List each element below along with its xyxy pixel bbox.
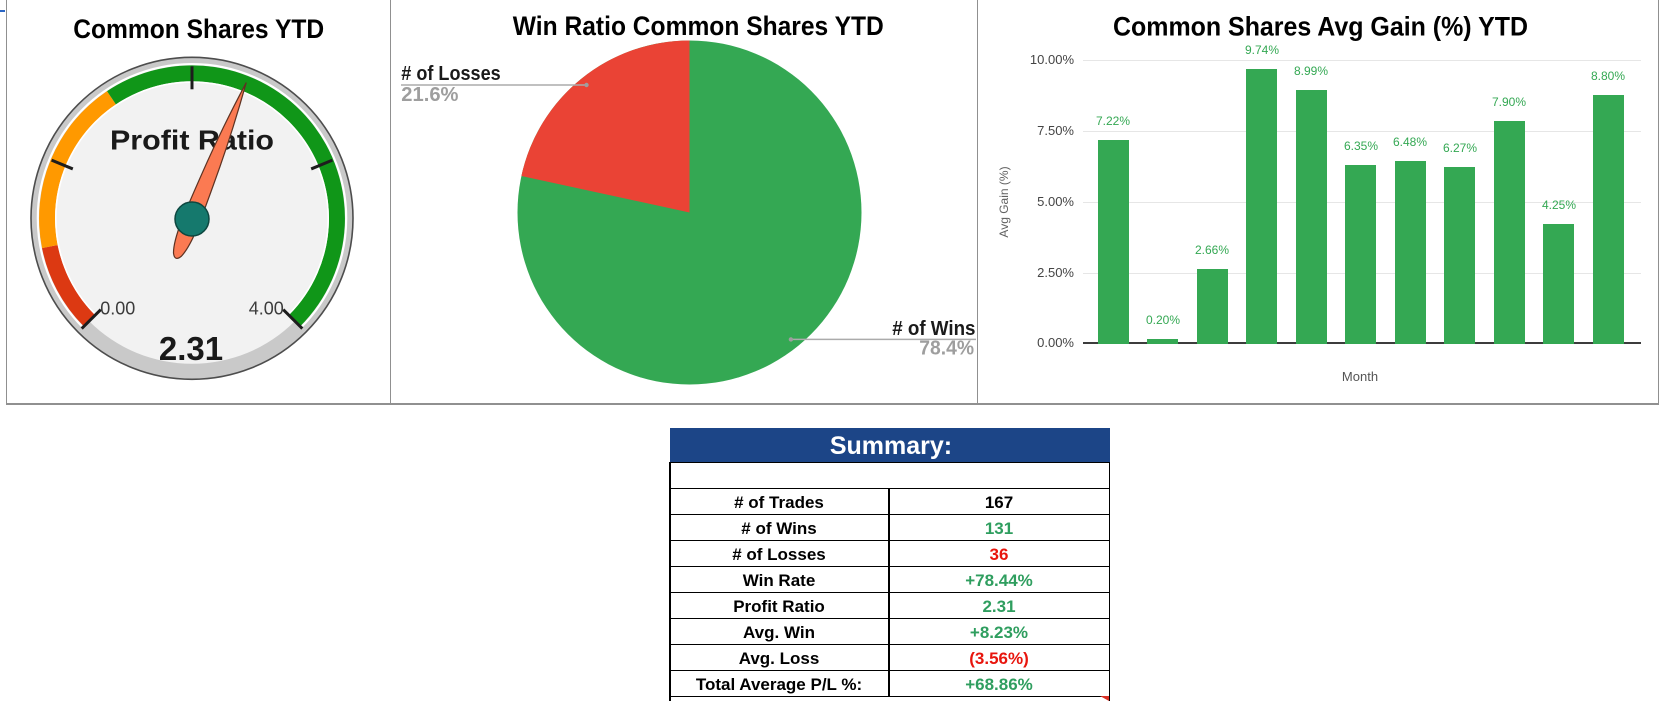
svg-text:# of Losses: # of Losses xyxy=(401,63,500,85)
svg-text:2.31: 2.31 xyxy=(159,330,223,367)
svg-text:21.6%: 21.6% xyxy=(401,84,458,106)
svg-text:4.00: 4.00 xyxy=(249,299,284,319)
svg-text:# of Wins: # of Wins xyxy=(892,318,975,340)
svg-text:Common Shares Avg Gain (%) YTD: Common Shares Avg Gain (%) YTD xyxy=(1113,12,1528,42)
svg-text:Common Shares YTD: Common Shares YTD xyxy=(73,14,324,44)
svg-text:Win Ratio Common Shares YTD: Win Ratio Common Shares YTD xyxy=(513,11,884,41)
svg-text:Profit Ratio: Profit Ratio xyxy=(110,125,274,156)
svg-text:78.4%: 78.4% xyxy=(919,338,974,360)
svg-text:0.00: 0.00 xyxy=(100,299,135,319)
